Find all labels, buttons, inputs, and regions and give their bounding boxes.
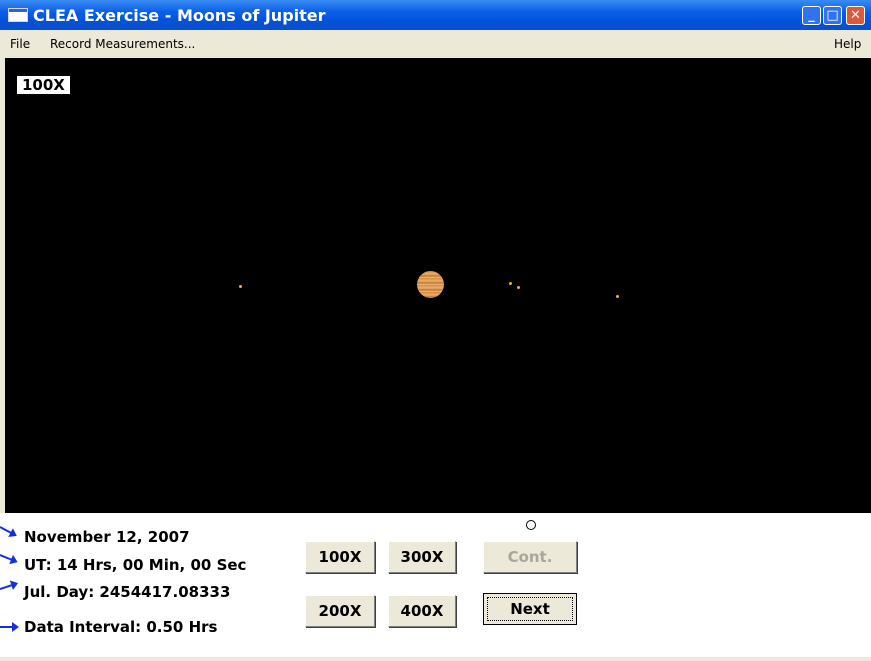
window-title: CLEA Exercise - Moons of Jupiter <box>33 6 326 25</box>
moon[interactable] <box>509 282 512 285</box>
zoom-100x-button[interactable]: 100X <box>305 541 375 573</box>
app-window-icon[interactable] <box>8 8 28 22</box>
telescope-view[interactable]: 100X <box>5 58 871 513</box>
moon[interactable] <box>517 286 520 289</box>
data-interval-readout: Data Interval: 0.50 Hrs <box>24 618 218 636</box>
menu-file[interactable]: File <box>10 37 31 51</box>
magnification-label: 100X <box>17 76 70 94</box>
zoom-400x-button[interactable]: 400X <box>388 595 456 627</box>
menu-bar: File Record Measurements... Help <box>0 30 871 58</box>
zoom-200x-button[interactable]: 200X <box>305 595 375 627</box>
moon[interactable] <box>239 285 242 288</box>
maximize-button[interactable]: □ <box>823 6 842 25</box>
annotation-arrow-icon <box>0 622 19 632</box>
date-readout: November 12, 2007 <box>24 528 190 546</box>
ut-readout: UT: 14 Hrs, 00 Min, 00 Sec <box>24 556 247 574</box>
menu-record-measurements[interactable]: Record Measurements... <box>50 37 196 51</box>
zoom-300x-button[interactable]: 300X <box>388 541 456 573</box>
jupiter-planet[interactable] <box>417 271 444 298</box>
close-button[interactable]: ✕ <box>846 6 865 25</box>
julian-day-readout: Jul. Day: 2454417.08333 <box>24 583 231 601</box>
next-button[interactable]: Next <box>483 593 577 625</box>
control-panel <box>0 513 871 661</box>
menu-help[interactable]: Help <box>834 37 862 51</box>
minimize-button[interactable]: _ <box>802 6 821 25</box>
moon[interactable] <box>616 295 619 298</box>
window-bottom-border <box>0 657 871 661</box>
radio-indicator[interactable] <box>526 520 536 530</box>
continue-button[interactable]: Cont. <box>483 541 577 573</box>
title-bar[interactable]: CLEA Exercise - Moons of Jupiter _ □ ✕ <box>0 0 871 30</box>
